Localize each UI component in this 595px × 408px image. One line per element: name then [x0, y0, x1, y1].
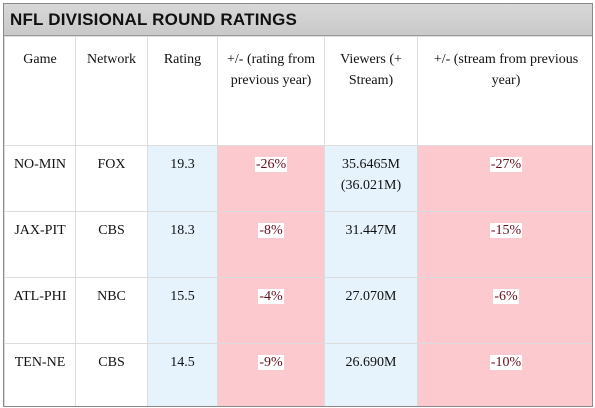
cell-rating-change: -26%	[217, 145, 325, 212]
rating-change-value: -8%	[258, 223, 284, 238]
cell-stream-change: -15%	[417, 211, 592, 278]
cell-network: CBS	[75, 211, 148, 278]
cell-rating: 19.3	[147, 145, 218, 212]
cell-stream-change: -6%	[417, 277, 592, 344]
table-title: NFL DIVISIONAL ROUND RATINGS	[10, 9, 298, 29]
viewers-stream-value: (36.021M)	[340, 178, 402, 193]
cell-stream-change: -27%	[417, 145, 592, 212]
stream-change-value: -15%	[489, 223, 523, 238]
stream-change-value: -6%	[493, 289, 519, 304]
header-row: Game Network Rating +/- (rating from pre…	[4, 36, 592, 146]
cell-rating: 15.5	[147, 277, 218, 344]
viewers-value: 35.6465M	[342, 157, 400, 172]
cell-stream-change: -10%	[417, 343, 592, 406]
header-game: Game	[4, 36, 76, 146]
cell-viewers: 26.690M	[324, 343, 418, 406]
cell-rating: 14.5	[147, 343, 218, 406]
header-stream-change: +/- (stream from previous year)	[417, 36, 592, 146]
cell-rating-change: -8%	[217, 211, 325, 278]
viewers-value: 27.070M	[345, 289, 397, 304]
ratings-table-card: NFL DIVISIONAL ROUND RATINGS Game Networ…	[3, 3, 593, 407]
rating-change-value: -26%	[254, 157, 288, 172]
header-network: Network	[75, 36, 148, 146]
table-title-bar: NFL DIVISIONAL ROUND RATINGS	[4, 4, 592, 36]
cell-viewers: 35.6465M (36.021M)	[324, 145, 418, 212]
viewers-value: 26.690M	[345, 355, 397, 370]
table-row: TEN-NE CBS 14.5 -9% 26.690M -10%	[4, 343, 592, 406]
header-rating-change: +/- (rating from previous year)	[217, 36, 325, 146]
cell-game: TEN-NE	[4, 343, 76, 406]
ratings-table: Game Network Rating +/- (rating from pre…	[4, 36, 592, 406]
cell-network: CBS	[75, 343, 148, 406]
stream-change-value: -10%	[489, 355, 523, 370]
cell-game: JAX-PIT	[4, 211, 76, 278]
cell-rating-change: -4%	[217, 277, 325, 344]
cell-network: FOX	[75, 145, 148, 212]
table-row: ATL-PHI NBC 15.5 -4% 27.070M -6%	[4, 277, 592, 344]
cell-game: NO-MIN	[4, 145, 76, 212]
cell-rating: 18.3	[147, 211, 218, 278]
cell-network: NBC	[75, 277, 148, 344]
table-row: NO-MIN FOX 19.3 -26% 35.6465M (36.021M) …	[4, 145, 592, 212]
header-viewers: Viewers (+ Stream)	[324, 36, 418, 146]
table-row: JAX-PIT CBS 18.3 -8% 31.447M -15%	[4, 211, 592, 278]
cell-rating-change: -9%	[217, 343, 325, 406]
rating-change-value: -9%	[258, 355, 284, 370]
cell-viewers: 27.070M	[324, 277, 418, 344]
viewers-value: 31.447M	[345, 223, 397, 238]
cell-game: ATL-PHI	[4, 277, 76, 344]
cell-viewers: 31.447M	[324, 211, 418, 278]
header-rating: Rating	[147, 36, 218, 146]
rating-change-value: -4%	[258, 289, 284, 304]
stream-change-value: -27%	[489, 157, 523, 172]
